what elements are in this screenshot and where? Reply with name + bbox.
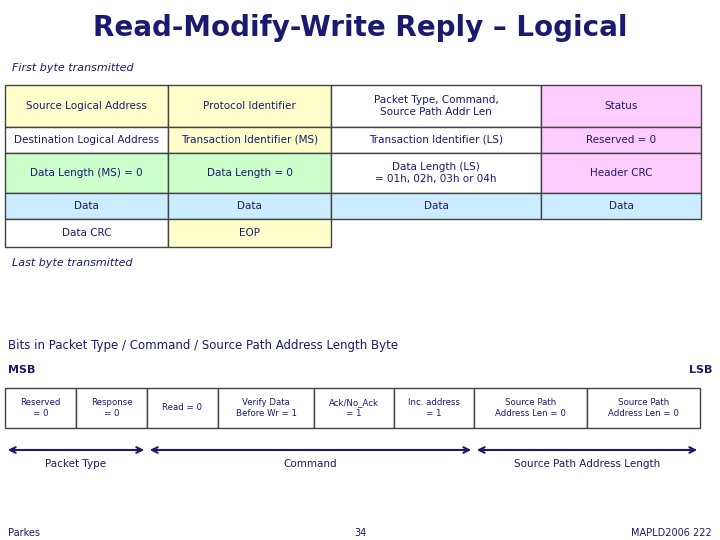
Text: Source Path Address Length: Source Path Address Length [514,459,660,469]
Text: Read = 0: Read = 0 [163,403,202,413]
Bar [314,388,394,428]
Bar [541,127,701,153]
Text: Data: Data [237,201,262,211]
Text: Verify Data
Before Wr = 1: Verify Data Before Wr = 1 [235,399,297,418]
Text: Packet Type, Command,
Source Path Addr Len: Packet Type, Command, Source Path Addr L… [374,95,498,117]
Text: Status: Status [604,101,638,111]
Bar [5,153,168,193]
Text: Packet Type: Packet Type [45,459,107,469]
Text: Data Length (LS)
= 01h, 02h, 03h or 04h: Data Length (LS) = 01h, 02h, 03h or 04h [375,162,497,184]
Text: Parkes: Parkes [8,528,40,538]
Text: EOP: EOP [239,228,260,238]
Bar [147,388,218,428]
Bar [168,219,331,247]
Text: Protocol Identifier: Protocol Identifier [203,101,296,111]
Bar [168,127,331,153]
Bar [168,85,331,127]
Bar [587,388,700,428]
Text: MAPLD2006 222: MAPLD2006 222 [631,528,712,538]
Bar [331,85,541,127]
Text: Reserved
= 0: Reserved = 0 [20,399,60,418]
Text: Reserved = 0: Reserved = 0 [586,135,656,145]
Bar [76,388,147,428]
Bar [541,193,701,219]
Text: Ack/No_Ack
= 1: Ack/No_Ack = 1 [329,399,379,418]
Bar [541,85,701,127]
Text: First byte transmitted: First byte transmitted [12,63,134,73]
Text: MSB: MSB [8,365,35,375]
Text: Source Path
Address Len = 0: Source Path Address Len = 0 [608,399,679,418]
Text: Data: Data [74,201,99,211]
Text: Data Length (MS) = 0: Data Length (MS) = 0 [30,168,143,178]
Text: Transaction Identifier (LS): Transaction Identifier (LS) [369,135,503,145]
Bar [5,127,168,153]
Text: Source Logical Address: Source Logical Address [26,101,147,111]
Bar [5,193,168,219]
Text: Last byte transmitted: Last byte transmitted [12,258,132,268]
Bar [168,193,331,219]
Text: Header CRC: Header CRC [590,168,652,178]
Text: Data Length = 0: Data Length = 0 [207,168,292,178]
Text: Source Path
Address Len = 0: Source Path Address Len = 0 [495,399,566,418]
Text: Transaction Identifier (MS): Transaction Identifier (MS) [181,135,318,145]
Text: Command: Command [284,459,337,469]
Bar [331,193,541,219]
Bar [331,153,541,193]
Text: Data: Data [608,201,634,211]
Bar [394,388,474,428]
Text: Read-Modify-Write Reply – Logical: Read-Modify-Write Reply – Logical [93,14,627,42]
Bar [168,153,331,193]
Text: Destination Logical Address: Destination Logical Address [14,135,159,145]
Text: 34: 34 [354,528,366,538]
Text: Data: Data [423,201,449,211]
Bar [474,388,587,428]
Text: Inc. address
= 1: Inc. address = 1 [408,399,460,418]
Bar [218,388,314,428]
Bar [5,85,168,127]
Text: LSB: LSB [688,365,712,375]
Text: Data CRC: Data CRC [62,228,112,238]
Text: Response
= 0: Response = 0 [91,399,132,418]
Bar [541,153,701,193]
Bar [5,219,168,247]
Bar [5,388,76,428]
Text: Bits in Packet Type / Command / Source Path Address Length Byte: Bits in Packet Type / Command / Source P… [8,339,398,352]
Bar [331,127,541,153]
